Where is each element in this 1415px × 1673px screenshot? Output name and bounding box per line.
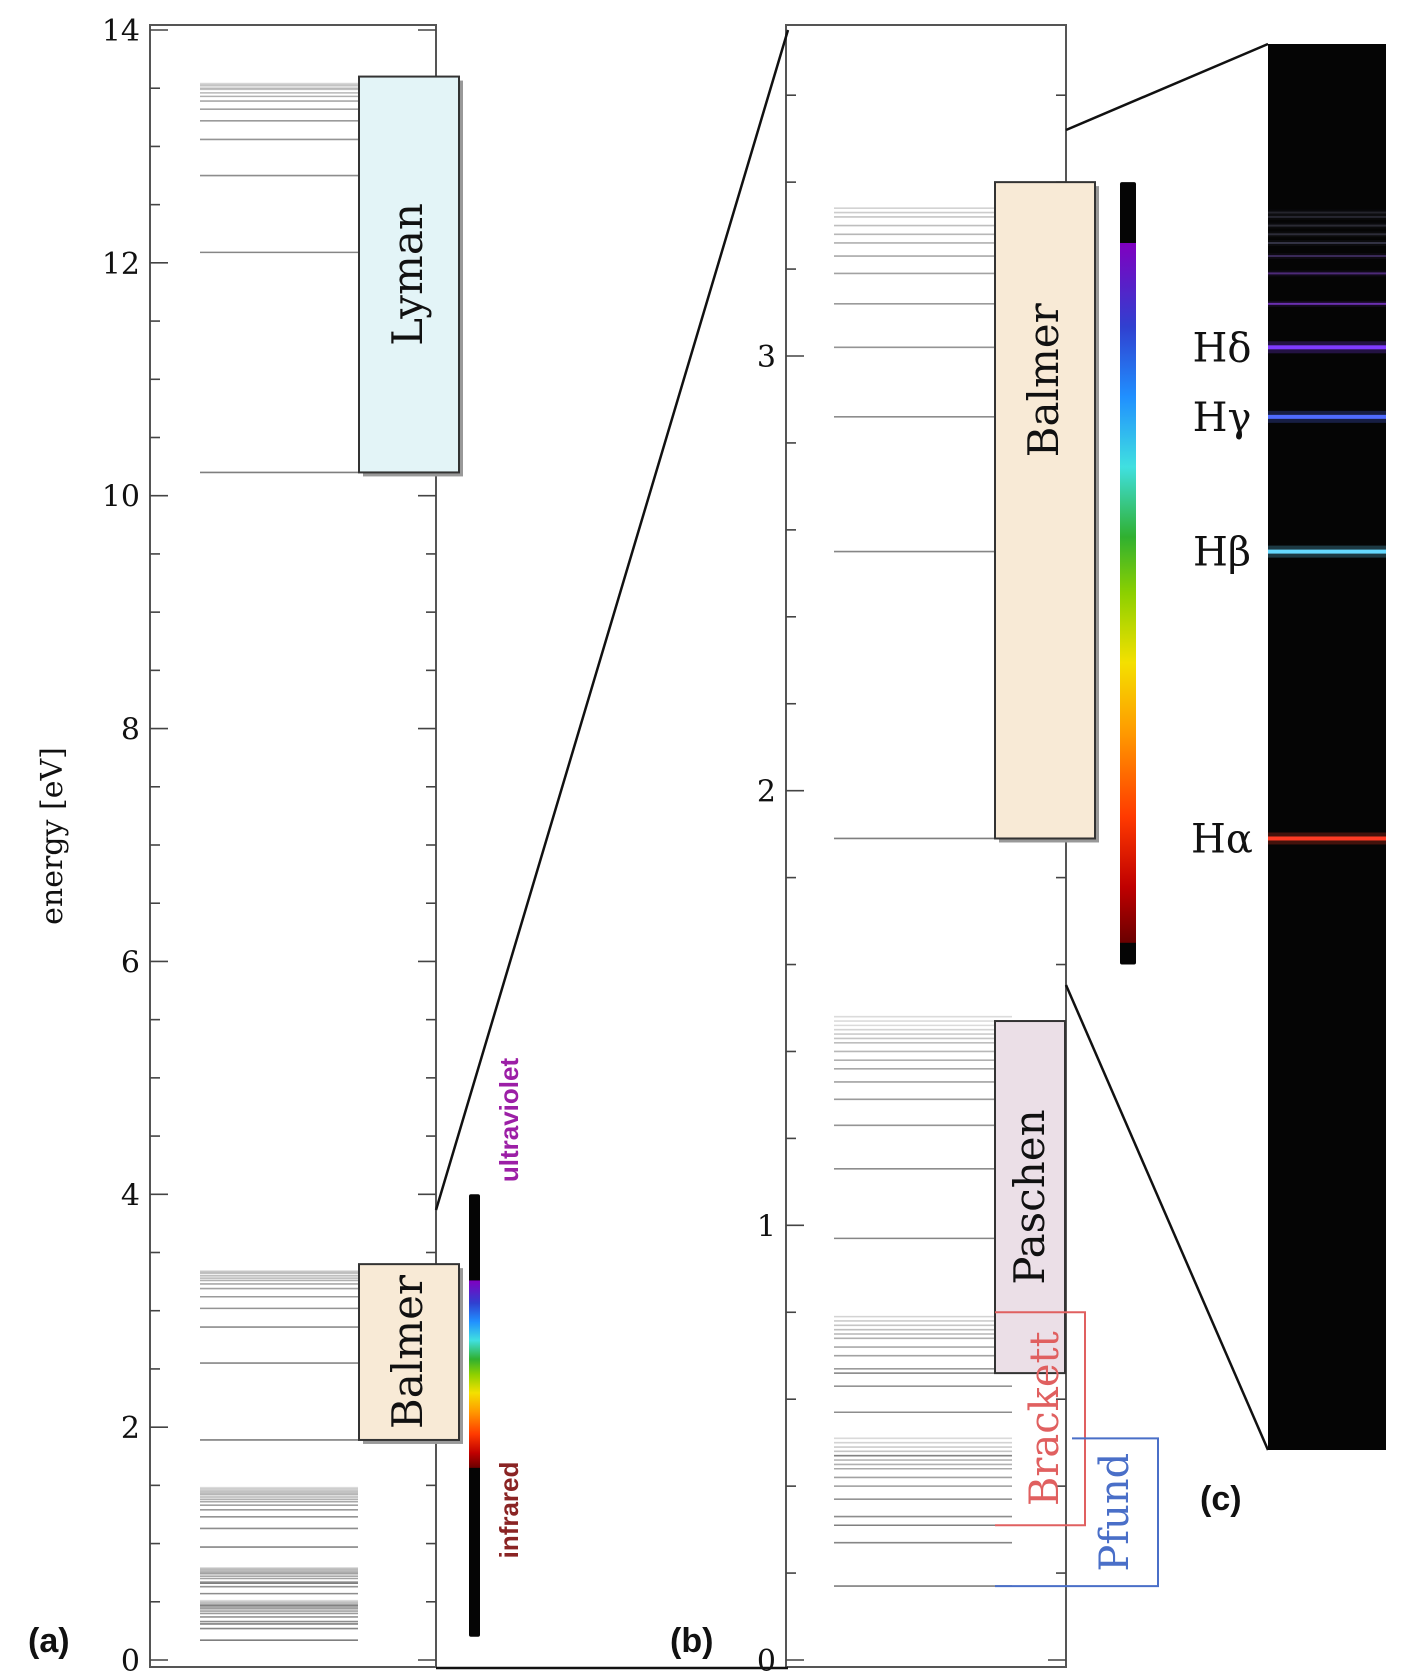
panel-a-y-tick-label: 14 — [102, 14, 140, 49]
panel-b-pfund-label: Pfund — [1092, 1453, 1138, 1572]
panel-c-emission-line — [1268, 272, 1386, 275]
panel-a-visible-band — [469, 1280, 480, 1468]
panel-c-spectrum-strip — [1268, 44, 1386, 1450]
panel-a-label: (a) — [28, 1622, 70, 1660]
panel-b-y-tick-label: 0 — [757, 1644, 776, 1673]
infrared-label: infrared — [494, 1462, 524, 1559]
panel-a-y-tick-label: 2 — [121, 1411, 140, 1446]
panel-b-spectrum-bar — [1120, 182, 1136, 965]
panel-b-y-tick-label: 1 — [757, 1209, 776, 1244]
panel-c-emission-line — [1268, 414, 1386, 419]
panel-c-line-label: Hδ — [1193, 325, 1252, 371]
panel-c-emission-line — [1268, 549, 1386, 554]
panel-c-emission-line — [1268, 836, 1386, 841]
panel-c-line-labels: Hα Hβ Hγ Hδ — [1191, 325, 1253, 862]
panel-b-brackett-label: Brackett — [1022, 1331, 1068, 1506]
panel-a-y-axis-label: energy [eV] — [35, 747, 70, 925]
panel-b-energy-lines — [834, 207, 1012, 1587]
panel-c-line-label: Hα — [1191, 816, 1253, 862]
panel-c-emission-line — [1268, 302, 1386, 305]
panel-c-emission-line — [1268, 241, 1386, 244]
panel-a-lyman-box — [358, 75, 460, 474]
panel-a-balmer-box-label: Balmer — [383, 1274, 432, 1429]
panel-a-frame — [149, 24, 437, 1668]
panel-a-y-tick-label: 12 — [102, 247, 140, 282]
panel-a-y-tick-label: 0 — [121, 1644, 140, 1673]
zoom-line-b-to-c-top — [1065, 42, 1269, 132]
panel-c-emission-line — [1268, 255, 1386, 258]
panel-b-label: (b) — [670, 1622, 713, 1660]
panel-b-pfund-outline — [995, 1437, 1159, 1588]
panel-c-emission-line — [1268, 215, 1386, 218]
panel-a-energy-lines — [200, 82, 358, 1642]
panel-c-emission-line — [1268, 345, 1386, 350]
zoom-connectors — [434, 29, 1270, 1670]
panel-a-y-tick-label: 6 — [121, 945, 140, 980]
panel-b-paschen-box-label: Paschen — [1005, 1109, 1054, 1284]
panel-b-balmer-box — [994, 181, 1096, 840]
ultraviolet-label: ultraviolet — [494, 1058, 524, 1183]
panel-c-emission-line — [1268, 233, 1386, 236]
zoom-line-b-to-c-bottom — [1064, 984, 1270, 1451]
panel-b-brackett-outline — [995, 1311, 1086, 1527]
panel-b-y-tick-label: 3 — [757, 340, 776, 375]
panel-a-series-boxes: Lyman Balmer — [358, 75, 463, 1444]
panel-c-line-label: Hγ — [1193, 395, 1252, 441]
panel-a-balmer-box — [358, 1263, 460, 1441]
panel-a-y-tick-label: 4 — [121, 1178, 140, 1213]
panel-b-balmer-box-label: Balmer — [1019, 302, 1068, 457]
panel-a-y-tick-label: 10 — [102, 480, 140, 515]
panel-c-line-label: Hβ — [1193, 530, 1251, 576]
panel-c-emission-line — [1268, 224, 1386, 227]
panel-a-y-tick-label: 8 — [121, 713, 140, 748]
panel-c-emission-line — [1268, 211, 1386, 214]
panel-a: 0 2 4 6 8 10 12 14 Lyman Balmer energy [eV] ultr… — [28, 14, 524, 1673]
zoom-line-a-to-b-top — [434, 29, 790, 1211]
panel-b-y-tick-label: 2 — [757, 775, 776, 810]
panel-c-emission-lines — [1268, 209, 1386, 845]
panel-a-lyman-box-label: Lyman — [383, 203, 432, 346]
panel-b: 0 1 2 3 Balmer Paschen Brackett Pfund (b) — [670, 24, 1159, 1673]
panel-c-label: (c) — [1200, 1480, 1242, 1518]
panel-a-spectrum-bar — [469, 1194, 480, 1637]
panel-b-frame — [785, 24, 1067, 1668]
panel-c: Hα Hβ Hγ Hδ (c) — [1191, 44, 1386, 1518]
panel-b-series-boxes: Balmer Paschen Brackett Pfund — [994, 181, 1159, 1588]
panel-b-paschen-box — [994, 1020, 1066, 1375]
panel-b-visible-band — [1120, 242, 1136, 943]
